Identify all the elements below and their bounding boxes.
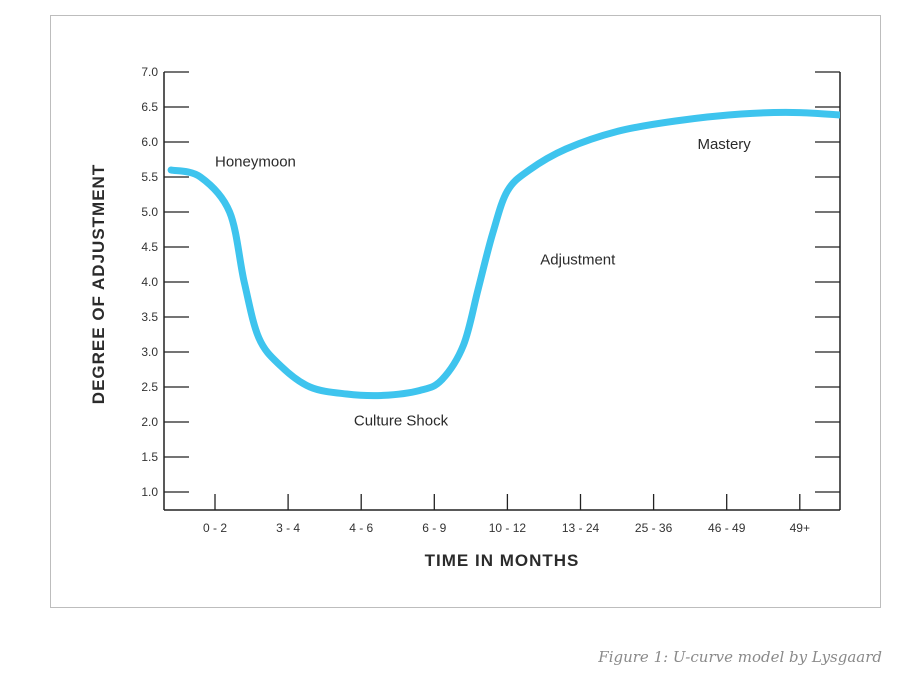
- x-tick-label: 46 - 49: [708, 521, 746, 535]
- y-tick-label: 1.5: [141, 450, 158, 464]
- y-tick-label: 5.0: [141, 205, 158, 219]
- annotation-honeymoon: Honeymoon: [215, 154, 296, 171]
- x-tick-label: 4 - 6: [349, 521, 373, 535]
- u-curve-line: [167, 108, 840, 400]
- y-axis-title: DEGREE OF ADJUSTMENT: [89, 164, 108, 404]
- y-tick-label: 6.5: [141, 100, 158, 114]
- y-tick-label: 2.5: [141, 380, 158, 394]
- x-tick-label: 25 - 36: [635, 521, 673, 535]
- y-axis: 1.0 1.5 2.0 2.5 3.0 3.5 4.0 4.5 5.0 5.5 6.0 6.5 7.0: [141, 65, 841, 510]
- x-axis: 0 - 2 3 - 4 4 - 6 6 - 9 10 - 12 13 - 24 25 - 3…: [164, 494, 840, 535]
- y-tick-label: 7.0: [141, 65, 158, 79]
- x-tick-label: 3 - 4: [276, 521, 300, 535]
- y-tick-label: 2.0: [141, 415, 158, 429]
- x-tick-label: 6 - 9: [422, 521, 446, 535]
- annotation-mastery: Mastery: [697, 136, 751, 153]
- series-group: [167, 108, 840, 400]
- y-tick-label: 3.5: [141, 310, 158, 324]
- annotations: Honeymoon Culture Shock Adjustment Mastery: [215, 136, 751, 430]
- y-tick-label: 6.0: [141, 135, 158, 149]
- y-tick-label: 5.5: [141, 170, 158, 184]
- annotation-culture-shock: Culture Shock: [354, 413, 449, 430]
- y-tick-label: 4.5: [141, 240, 158, 254]
- y-tick-label: 4.0: [141, 275, 158, 289]
- x-tick-label: 10 - 12: [489, 521, 527, 535]
- x-tick-label: 49+: [790, 521, 810, 535]
- y-tick-label: 1.0: [141, 485, 158, 499]
- x-tick-label: 13 - 24: [562, 521, 600, 535]
- y-tick-label: 3.0: [141, 345, 158, 359]
- x-tick-label: 0 - 2: [203, 521, 227, 535]
- figure-caption: Figure 1: U-curve model by Lysgaard: [598, 648, 882, 666]
- annotation-adjustment: Adjustment: [540, 252, 616, 269]
- x-axis-title: TIME IN MONTHS: [425, 551, 580, 570]
